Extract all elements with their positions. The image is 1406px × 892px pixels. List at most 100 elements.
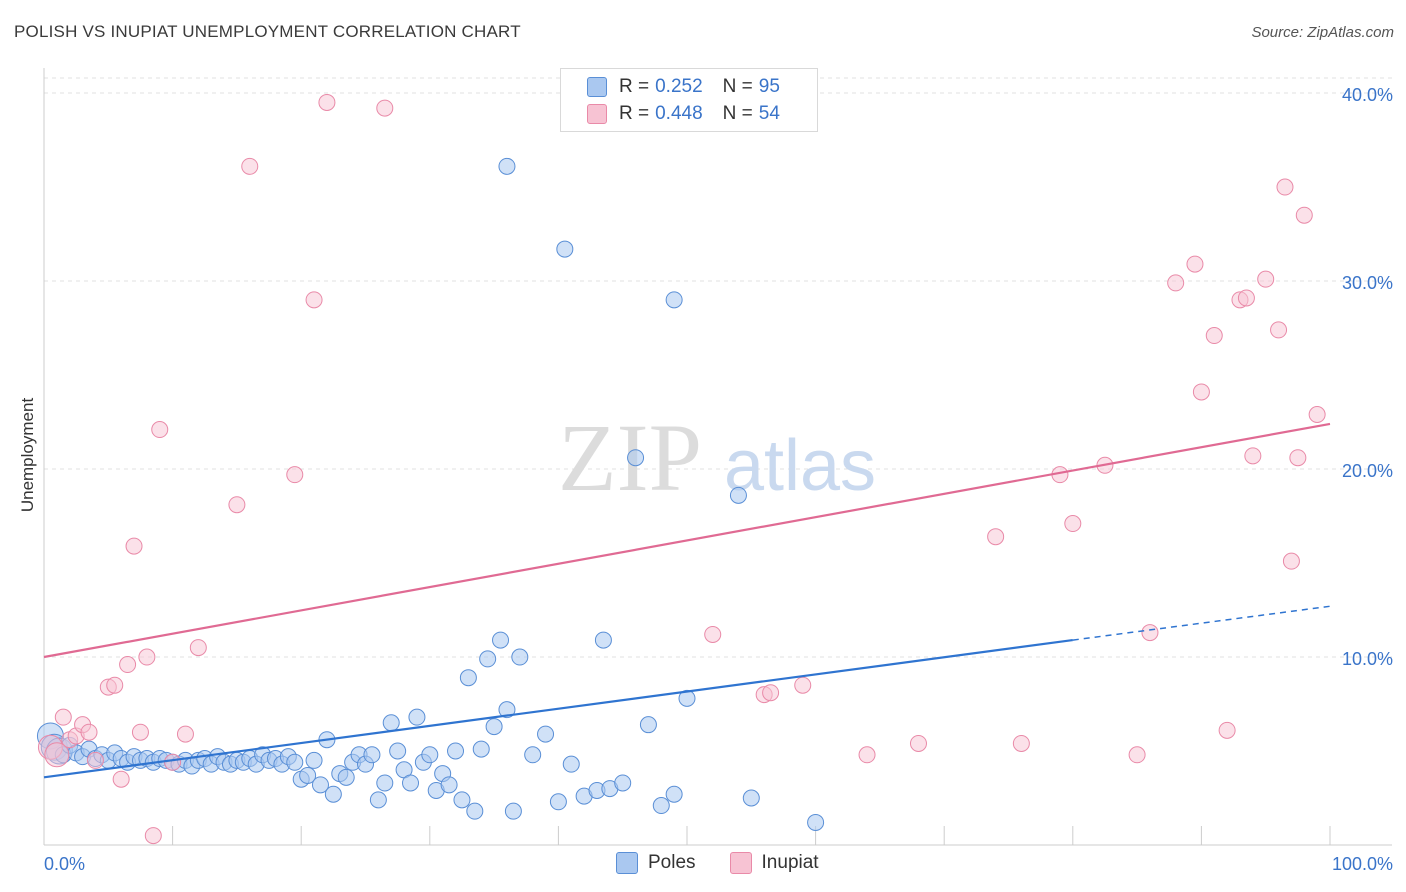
legend-row-inupiat: R = 0.448 N = 54 xyxy=(587,102,780,126)
trend-lines xyxy=(43,422,1331,779)
inupiat-r-value: 0.448 xyxy=(655,103,703,124)
watermark: ZIP atlas xyxy=(558,404,876,511)
inupiat-point xyxy=(1244,447,1262,465)
y-tick-label: 30.0% xyxy=(1342,273,1393,293)
legend-item-poles: Poles xyxy=(616,852,696,874)
inupiat-point xyxy=(794,676,812,694)
inupiat-point xyxy=(176,725,194,743)
poles-trend-line xyxy=(43,639,1073,779)
inupiat-point xyxy=(1270,321,1288,339)
legend-poles-swatch xyxy=(616,852,638,874)
poles-point xyxy=(614,774,632,792)
poles-point xyxy=(729,486,747,504)
poles-point xyxy=(286,753,304,771)
inupiat-point xyxy=(1128,746,1146,764)
inupiat-point xyxy=(376,99,394,117)
poles-point xyxy=(594,631,612,649)
inupiat-n-label: N = xyxy=(722,103,753,124)
inupiat-r-label: R = xyxy=(619,103,650,124)
poles-point xyxy=(537,725,555,743)
poles-point xyxy=(389,742,407,760)
inupiat-point xyxy=(1276,178,1294,196)
inupiat-point xyxy=(1064,515,1082,533)
inupiat-point xyxy=(1012,734,1030,752)
chart-title: POLISH VS INUPIAT UNEMPLOYMENT CORRELATI… xyxy=(14,22,521,41)
poles-point xyxy=(324,785,342,803)
legend-item-inupiat: Inupiat xyxy=(729,852,819,874)
poles-point xyxy=(742,789,760,807)
inupiat-point xyxy=(189,639,207,657)
legend-poles-label: Poles xyxy=(648,852,696,873)
poles-point xyxy=(498,701,516,719)
inupiat-point xyxy=(1186,255,1204,273)
x-tick-label-max: 100.0% xyxy=(1332,854,1393,874)
poles-trend-extension xyxy=(1072,605,1331,641)
poles-point xyxy=(549,793,567,811)
inupiat-point xyxy=(909,734,927,752)
poles-point xyxy=(556,240,574,258)
poles-point xyxy=(627,449,645,467)
poles-points xyxy=(36,157,825,831)
poles-point xyxy=(402,774,420,792)
inupiat-point xyxy=(80,723,98,741)
legend-row-poles: R = 0.252 N = 95 xyxy=(587,75,780,99)
inupiat-n-value: 54 xyxy=(758,103,780,124)
inupiat-point xyxy=(44,742,70,768)
poles-point xyxy=(665,291,683,309)
poles-point xyxy=(447,742,465,760)
axes xyxy=(43,68,1392,846)
inupiat-point xyxy=(125,537,143,555)
inupiat-point xyxy=(228,496,246,514)
inupiat-point xyxy=(305,291,323,309)
poles-point xyxy=(311,776,329,794)
watermark-atlas: atlas xyxy=(724,426,876,506)
tick-labels: 10.0% 20.0% 30.0% 40.0% 0.0% 100.0% xyxy=(44,85,1393,874)
y-axis-title: Unemployment xyxy=(18,397,37,513)
poles-point xyxy=(639,716,657,734)
inupiat-point xyxy=(1167,274,1185,292)
poles-point xyxy=(678,689,696,707)
inupiat-point xyxy=(1141,624,1159,642)
source-label: Source: ZipAtlas.com xyxy=(1251,24,1394,41)
inupiat-point xyxy=(86,751,104,769)
poles-swatch xyxy=(587,77,607,97)
poles-n-label: N = xyxy=(722,76,753,97)
poles-point xyxy=(485,718,503,736)
inupiat-point xyxy=(704,625,722,643)
y-tick-label: 40.0% xyxy=(1342,85,1393,105)
poles-point xyxy=(459,669,477,687)
poles-point xyxy=(479,650,497,668)
poles-r-label: R = xyxy=(619,76,650,97)
poles-n-value: 95 xyxy=(758,76,780,97)
inupiat-point xyxy=(241,157,259,175)
poles-point xyxy=(492,631,510,649)
inupiat-point xyxy=(1295,206,1313,224)
poles-point xyxy=(504,802,522,820)
inupiat-point xyxy=(144,827,162,845)
poles-r-value: 0.252 xyxy=(655,76,703,97)
poles-point xyxy=(807,813,825,831)
inupiat-point xyxy=(1308,406,1326,424)
legend-inupiat-swatch xyxy=(729,852,752,874)
inupiat-point xyxy=(1282,552,1300,570)
poles-point xyxy=(299,766,317,784)
poles-point xyxy=(453,791,471,809)
y-tick-label: 10.0% xyxy=(1342,649,1393,669)
poles-point xyxy=(665,785,683,803)
inupiat-point xyxy=(1257,270,1275,288)
poles-point xyxy=(652,797,670,815)
inupiat-point xyxy=(131,723,149,741)
poles-point xyxy=(472,740,490,758)
inupiat-point xyxy=(762,684,780,702)
inupiat-point xyxy=(138,648,156,666)
poles-point xyxy=(524,746,542,764)
inupiat-point xyxy=(858,746,876,764)
inupiat-swatch xyxy=(587,104,607,124)
inupiat-point xyxy=(987,528,1005,546)
inupiat-point xyxy=(112,770,130,788)
inupiat-point xyxy=(1218,721,1236,739)
inupiat-point xyxy=(318,93,336,111)
poles-point xyxy=(376,774,394,792)
poles-point xyxy=(382,714,400,732)
